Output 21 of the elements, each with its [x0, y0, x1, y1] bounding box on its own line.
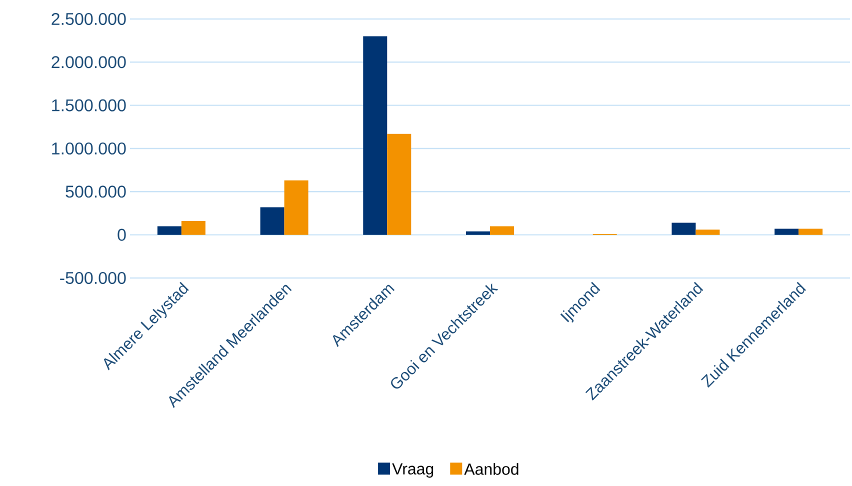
- bar: [696, 230, 720, 235]
- y-tick-label: 1.500.000: [52, 99, 126, 112]
- bar: [284, 180, 308, 235]
- bar: [490, 226, 514, 235]
- bar: [181, 221, 206, 235]
- bar: [157, 226, 182, 235]
- y-tick-label: -500.000: [60, 272, 126, 284]
- bar: [798, 228, 823, 235]
- y-tick-label: 2.000.000: [52, 56, 126, 68]
- legend-label: Aanbod: [464, 463, 518, 475]
- bar: [363, 36, 388, 235]
- y-tick-label: 0: [118, 228, 126, 241]
- bar: [774, 228, 799, 235]
- y-tick-label: 1.000.000: [52, 142, 126, 155]
- y-tick-label: 500.000: [66, 186, 126, 198]
- bar: [672, 222, 696, 235]
- y-tick-label: 2.500.000: [52, 12, 126, 26]
- bar: [387, 134, 412, 235]
- bar: [260, 207, 284, 235]
- legend-label: Vraag: [392, 463, 434, 478]
- bar: [466, 231, 490, 235]
